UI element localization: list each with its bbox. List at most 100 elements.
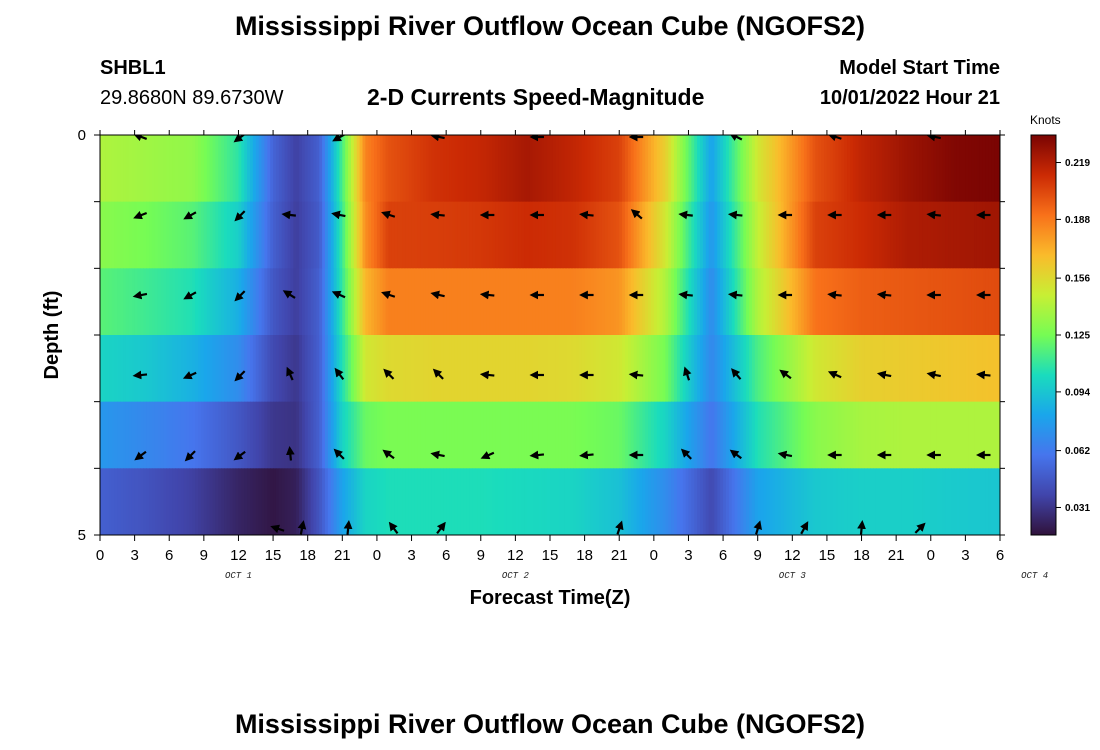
heatmap-cell	[832, 335, 837, 403]
heatmap-cell	[584, 335, 589, 403]
heatmap-cell	[910, 401, 915, 469]
heatmap-cell	[873, 135, 877, 203]
heatmap-cell	[913, 401, 917, 469]
heatmap-cell	[451, 268, 456, 336]
heatmap-cell	[676, 401, 681, 469]
heatmap-cell	[720, 335, 724, 403]
heatmap-cell	[581, 268, 586, 336]
heatmap-cell	[829, 401, 834, 469]
current-vector	[234, 210, 246, 222]
heatmap-cell	[423, 401, 427, 469]
heatmap-cell	[725, 468, 730, 535]
heatmap-cell	[723, 401, 727, 469]
heatmap-cell	[466, 268, 470, 336]
heatmap-cell	[469, 335, 473, 403]
heatmap-cell	[385, 468, 390, 535]
heatmap-cell	[123, 201, 127, 269]
heatmap-cell	[705, 468, 710, 535]
heatmap-cell	[241, 468, 245, 535]
heatmap-cell	[477, 468, 482, 535]
heatmap-cell	[757, 268, 762, 336]
heatmap-cell	[648, 268, 652, 336]
heatmap-cell	[697, 268, 701, 336]
heatmap-cell	[832, 468, 837, 535]
heatmap-cell	[273, 468, 277, 535]
heatmap-cell	[172, 335, 176, 403]
heatmap-cell	[374, 268, 378, 336]
heatmap-cell	[835, 201, 840, 269]
heatmap-cell	[423, 335, 427, 403]
heatmap-cell	[607, 335, 612, 403]
heatmap-cell	[287, 401, 291, 469]
heatmap-cell	[619, 468, 623, 535]
heatmap-cell	[394, 401, 398, 469]
heatmap-cell	[668, 268, 672, 336]
heatmap-cell	[356, 201, 361, 269]
heatmap-cell	[151, 468, 156, 535]
heatmap-cell	[685, 268, 690, 336]
heatmap-cell	[322, 201, 326, 269]
current-vector	[680, 448, 692, 460]
heatmap-cell	[780, 201, 785, 269]
heatmap-cell	[209, 335, 214, 403]
heatmap-cell	[841, 401, 845, 469]
heatmap-cell	[229, 135, 234, 203]
heatmap-cell	[875, 401, 880, 469]
heatmap-cell	[509, 135, 514, 203]
heatmap-cell	[443, 335, 447, 403]
heatmap-cell	[247, 268, 251, 336]
heatmap-cell	[336, 201, 341, 269]
heatmap-cell	[878, 401, 883, 469]
heatmap-cell	[414, 135, 418, 203]
heatmap-cell	[509, 201, 514, 269]
heatmap-cell	[803, 468, 808, 535]
heatmap-cell	[662, 201, 666, 269]
heatmap-cell	[691, 401, 695, 469]
heatmap-cell	[740, 401, 744, 469]
heatmap-cell	[154, 468, 159, 535]
heatmap-cell	[821, 468, 825, 535]
heatmap-cell	[492, 201, 496, 269]
heatmap-cell	[665, 201, 669, 269]
heatmap-cell	[818, 268, 822, 336]
heatmap-cell	[939, 268, 943, 336]
current-vector	[133, 210, 148, 220]
heatmap-cell	[991, 268, 995, 336]
heatmap-cell	[547, 268, 551, 336]
heatmap-cell	[873, 468, 877, 535]
heatmap-cell	[555, 201, 560, 269]
heatmap-cell	[896, 201, 900, 269]
heatmap-cell	[368, 401, 372, 469]
heatmap-cell	[841, 468, 845, 535]
heatmap-cell	[175, 468, 179, 535]
heatmap-cell	[463, 335, 467, 403]
heatmap-cell	[325, 268, 329, 336]
heatmap-cell	[498, 335, 502, 403]
heatmap-cell	[503, 335, 508, 403]
heatmap-cell	[391, 268, 395, 336]
heatmap-cell	[829, 135, 834, 203]
heatmap-cell	[826, 335, 831, 403]
heatmap-cell	[674, 201, 678, 269]
x-tick-label: 0	[927, 547, 935, 564]
heatmap-cell	[177, 201, 182, 269]
heatmap-cell	[304, 268, 309, 336]
heatmap-cell	[723, 268, 727, 336]
heatmap-cell	[293, 401, 297, 469]
heatmap-cell	[475, 335, 479, 403]
heatmap-cell	[180, 401, 185, 469]
heatmap-cell	[350, 401, 355, 469]
heatmap-cell	[570, 401, 574, 469]
heatmap-cell	[538, 335, 542, 403]
heatmap-cell	[997, 401, 1000, 469]
heatmap-cell	[942, 401, 946, 469]
heatmap-cell	[146, 201, 150, 269]
heatmap-cell	[270, 401, 274, 469]
heatmap-cell	[757, 201, 762, 269]
heatmap-cell	[662, 401, 666, 469]
heatmap-cell	[838, 268, 842, 336]
heatmap-cell	[925, 335, 929, 403]
heatmap-cell	[123, 401, 127, 469]
current-vector	[827, 290, 842, 300]
